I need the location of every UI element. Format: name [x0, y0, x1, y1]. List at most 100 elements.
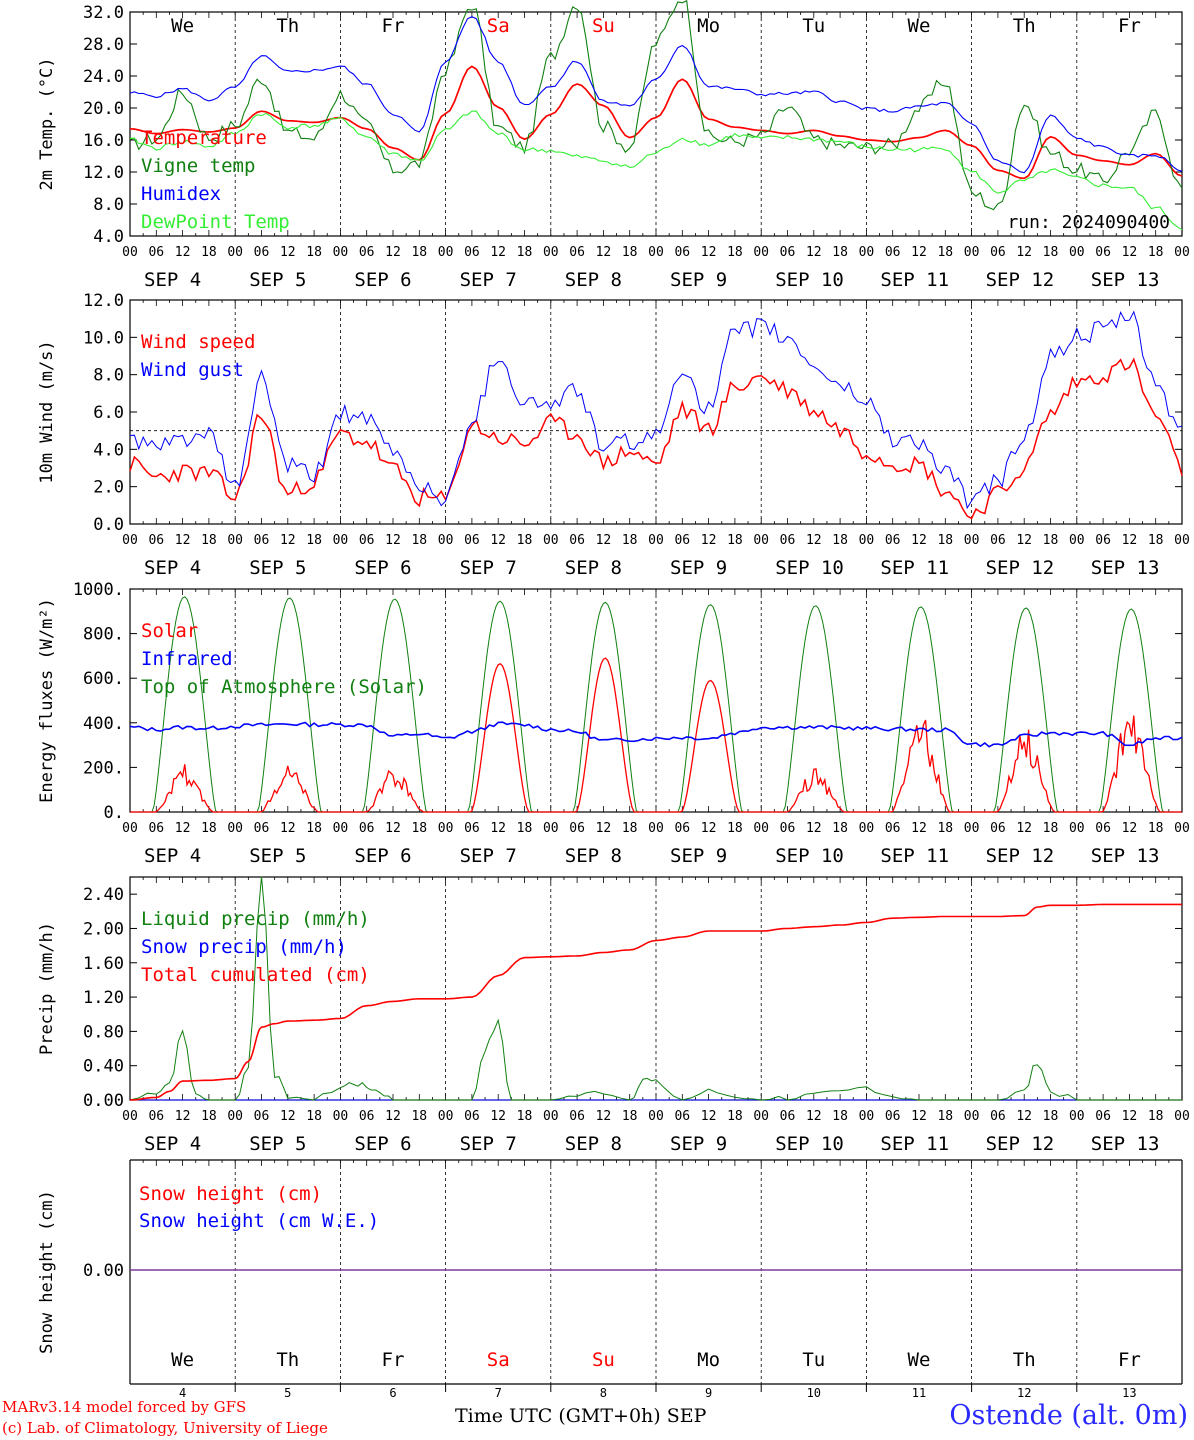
hour-tick-label: 18: [411, 821, 427, 836]
hour-tick-label: 18: [1043, 821, 1059, 836]
hour-tick-label: 12: [1016, 821, 1032, 836]
time-axis-title: Time UTC (GMT+0h) SEP: [455, 1405, 707, 1427]
hour-tick-label: 18: [727, 1109, 743, 1124]
date-label: SEP 5: [249, 845, 306, 867]
date-label: SEP 11: [880, 845, 949, 867]
legend-liquid-precip-mm-h-: Liquid precip (mm/h): [141, 908, 370, 930]
date-label: SEP 10: [775, 269, 844, 291]
hour-tick-label: 00: [964, 533, 980, 548]
y-tick-label: 2.0: [93, 478, 124, 498]
hour-tick-label: 12: [175, 533, 191, 548]
day-label: Fr: [1118, 1349, 1141, 1371]
y-tick-label: 2.00: [83, 919, 124, 939]
series-line-vigne-temp: [129, 0, 1183, 211]
hour-tick-label: 06: [148, 245, 164, 260]
hour-tick-label: 12: [1016, 245, 1032, 260]
date-label: SEP 9: [670, 1133, 727, 1155]
panel-5: 0.00 Snow height (cm) Snow height (cm) Snow…: [37, 1159, 1183, 1400]
hour-tick-label: 06: [464, 1109, 480, 1124]
run-label: run: 2024090400: [1007, 212, 1170, 233]
hour-tick-label: 18: [622, 1109, 638, 1124]
hour-tick-label: 00: [859, 245, 875, 260]
day-label: Fr: [382, 15, 405, 37]
y-tick-label: 0.40: [83, 1057, 124, 1077]
hour-tick-label: 12: [701, 821, 717, 836]
hour-tick-label: 00: [1069, 821, 1085, 836]
hour-tick-label: 00: [1069, 245, 1085, 260]
hour-tick-label: 18: [1043, 1109, 1059, 1124]
day-number-label: 13: [1122, 1386, 1136, 1400]
hour-tick-label: 12: [490, 533, 506, 548]
day-label: Tu: [802, 1349, 825, 1371]
hour-tick-label: 12: [596, 1109, 612, 1124]
hour-tick-label: 06: [148, 1109, 164, 1124]
hour-tick-label: 00: [438, 533, 454, 548]
hour-tick-label: 06: [885, 245, 901, 260]
hour-tick-label: 06: [569, 1109, 585, 1124]
y-tick-label: 0.00: [83, 1261, 124, 1281]
hour-tick-label: 00: [122, 245, 138, 260]
hour-tick-label: 00: [859, 821, 875, 836]
hour-tick-label: 06: [885, 821, 901, 836]
date-label: SEP 5: [249, 269, 306, 291]
date-label: SEP 11: [880, 1133, 949, 1155]
y-tick-label: 0.0: [93, 515, 124, 535]
hour-tick-label: 18: [1043, 245, 1059, 260]
day-label: Mo: [697, 15, 720, 37]
panel-4: 2.40 2.00 1.60 1.20 0.80 0.40 0.00 Precip (mm/h…: [37, 876, 1190, 1155]
hour-tick-label: 18: [937, 245, 953, 260]
y-axis-label: Snow height (cm): [37, 1190, 57, 1354]
hour-tick-label: 00: [333, 1109, 349, 1124]
date-label: SEP 9: [670, 845, 727, 867]
hour-tick-label: 18: [1148, 533, 1164, 548]
y-tick-label: 200.: [83, 758, 124, 778]
hour-tick-label: 00: [543, 533, 559, 548]
y-tick-label: 12.0: [83, 163, 124, 183]
series-line-liquid-precip: [129, 876, 1182, 1101]
hour-tick-label: 00: [753, 533, 769, 548]
hour-tick-label: 00: [227, 821, 243, 836]
hour-tick-label: 12: [385, 1109, 401, 1124]
hour-tick-label: 00: [333, 245, 349, 260]
plot-frame: [129, 299, 1183, 525]
hour-tick-label: 06: [1095, 533, 1111, 548]
day-label: Th: [276, 1349, 299, 1371]
hour-tick-label: 06: [148, 533, 164, 548]
date-label: SEP 4: [144, 845, 201, 867]
day-label: Su: [592, 1349, 615, 1371]
date-label: SEP 10: [775, 557, 844, 579]
hour-tick-label: 06: [464, 245, 480, 260]
y-tick-label: 400.: [83, 714, 124, 734]
date-label: SEP 8: [565, 1133, 622, 1155]
date-label: SEP 13: [1091, 1133, 1160, 1155]
hour-tick-label: 06: [569, 533, 585, 548]
y-axis-label: Precip (mm/h): [37, 922, 57, 1055]
hour-tick-label: 12: [1016, 1109, 1032, 1124]
series-line-wind-gust: [129, 310, 1183, 510]
date-label: SEP 7: [460, 269, 517, 291]
day-label: Mo: [697, 1349, 720, 1371]
hour-tick-label: 00: [122, 533, 138, 548]
hour-tick-label: 06: [569, 821, 585, 836]
hour-tick-label: 18: [622, 533, 638, 548]
hour-tick-label: 12: [1016, 533, 1032, 548]
y-tick-label: 0.: [104, 803, 124, 823]
date-label: SEP 4: [144, 557, 201, 579]
day-label: Sa: [487, 1349, 510, 1371]
hour-tick-label: 18: [517, 245, 533, 260]
day-number-label: 11: [912, 1386, 926, 1400]
hour-tick-label: 06: [254, 821, 270, 836]
legend-snow-height-cm-: Snow height (cm): [139, 1183, 322, 1205]
hour-tick-label: 06: [885, 533, 901, 548]
hour-tick-label: 12: [385, 533, 401, 548]
legend-infrared: Infrared: [141, 648, 233, 670]
day-number-label: 7: [495, 1386, 502, 1400]
y-tick-label: 10.0: [83, 328, 124, 348]
date-label: SEP 5: [249, 557, 306, 579]
y-tick-label: 600.: [83, 669, 124, 689]
date-label: SEP 9: [670, 557, 727, 579]
hour-tick-label: 18: [201, 533, 217, 548]
station-name: Ostende (alt. 0m): [949, 1400, 1188, 1431]
hour-tick-label: 06: [1095, 1109, 1111, 1124]
hour-tick-label: 00: [438, 821, 454, 836]
